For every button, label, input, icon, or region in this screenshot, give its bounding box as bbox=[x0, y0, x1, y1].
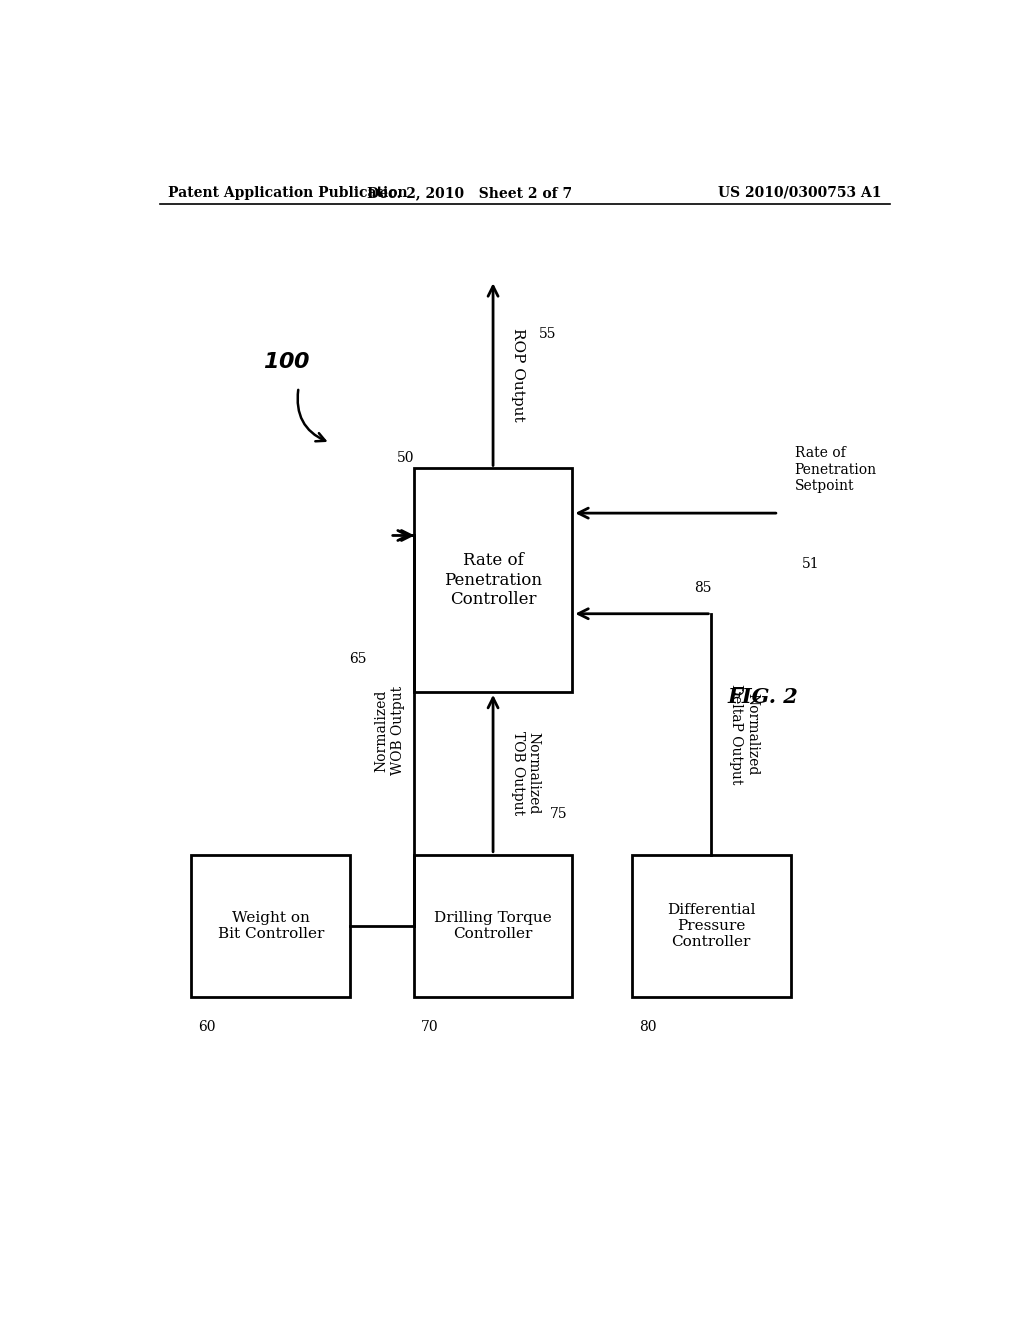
Text: 80: 80 bbox=[639, 1020, 656, 1035]
Text: Dec. 2, 2010   Sheet 2 of 7: Dec. 2, 2010 Sheet 2 of 7 bbox=[367, 186, 571, 199]
Bar bbox=[414, 854, 572, 997]
Text: Rate of
Penetration
Setpoint: Rate of Penetration Setpoint bbox=[795, 446, 877, 492]
Text: Weight on
Bit Controller: Weight on Bit Controller bbox=[218, 911, 324, 941]
Text: 85: 85 bbox=[694, 581, 712, 595]
Text: Differential
Pressure
Controller: Differential Pressure Controller bbox=[667, 903, 756, 949]
Text: 70: 70 bbox=[421, 1020, 438, 1035]
Text: 65: 65 bbox=[349, 652, 367, 667]
Text: Patent Application Publication: Patent Application Publication bbox=[168, 186, 408, 199]
Text: FIG. 2: FIG. 2 bbox=[727, 688, 799, 708]
Text: 75: 75 bbox=[550, 807, 568, 821]
Bar bbox=[191, 854, 350, 997]
Text: 50: 50 bbox=[397, 451, 415, 465]
Bar bbox=[632, 854, 791, 997]
Text: 51: 51 bbox=[802, 557, 819, 572]
Text: $\bfit{100}$: $\bfit{100}$ bbox=[263, 351, 310, 372]
Text: 60: 60 bbox=[199, 1020, 216, 1035]
Text: ROP Output: ROP Output bbox=[511, 327, 524, 421]
Text: US 2010/0300753 A1: US 2010/0300753 A1 bbox=[719, 186, 882, 199]
Text: 55: 55 bbox=[539, 327, 557, 341]
Text: Normalized
DeltaP Output: Normalized DeltaP Output bbox=[729, 684, 759, 784]
Text: Rate of
Penetration
Controller: Rate of Penetration Controller bbox=[444, 552, 542, 609]
Bar bbox=[414, 469, 572, 692]
Text: Normalized
TOB Output: Normalized TOB Output bbox=[511, 731, 541, 816]
Text: Drilling Torque
Controller: Drilling Torque Controller bbox=[434, 911, 552, 941]
Text: Normalized
WOB Output: Normalized WOB Output bbox=[375, 686, 404, 775]
